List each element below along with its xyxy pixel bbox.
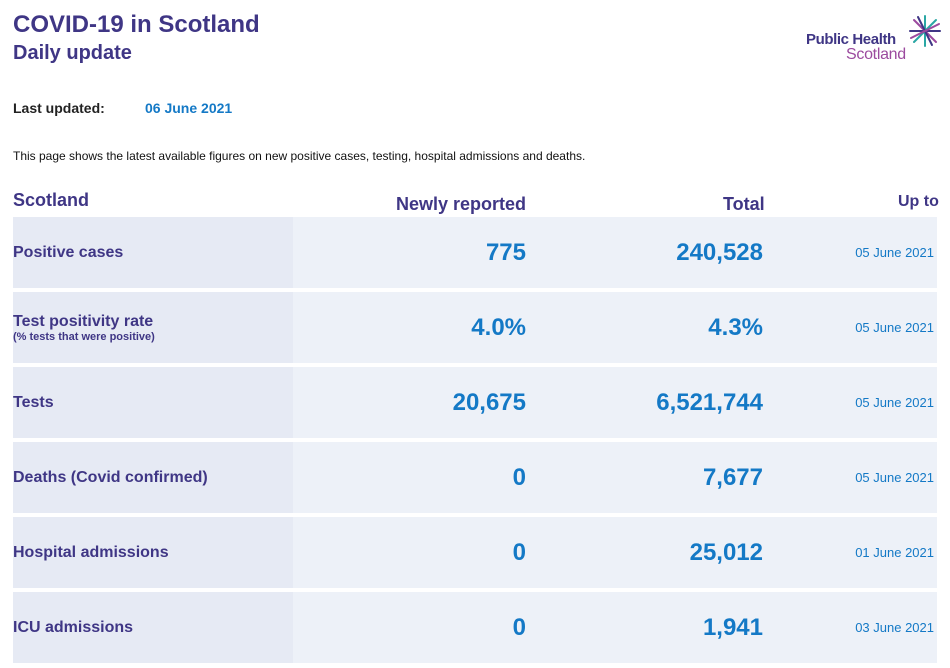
row-up-to-date: 01 June 2021 <box>855 545 934 560</box>
row-total-value: 7,677 <box>702 464 763 491</box>
row-up-to-date: 03 June 2021 <box>855 620 934 635</box>
row-label-cell <box>13 442 293 513</box>
page-title: COVID-19 in Scotland <box>13 11 260 38</box>
row-label-cell <box>13 292 293 363</box>
row-label: Tests <box>13 394 54 411</box>
table-row-tests: Tests 20,675 6,521,744 05 June 2021 <box>13 367 937 438</box>
row-label: Positive cases <box>13 244 124 261</box>
table-row-hospital-admissions: Hospital admissions 0 25,012 01 June 202… <box>13 517 937 588</box>
row-total-value: 1,941 <box>702 614 763 641</box>
row-newly-reported-value: 775 <box>485 239 526 266</box>
logo-text-line2: Scotland <box>846 46 906 63</box>
row-label-cell <box>13 592 293 663</box>
row-total-value: 240,528 <box>676 239 763 266</box>
column-header-newly-reported: Newly reported <box>396 194 527 214</box>
row-total-value: 25,012 <box>689 539 763 566</box>
column-header-total: Total <box>723 194 765 214</box>
row-label-cell <box>13 517 293 588</box>
row-newly-reported-value: 20,675 <box>452 389 526 416</box>
intro-text: This page shows the latest available fig… <box>13 149 586 163</box>
row-label-cell <box>13 367 293 438</box>
row-up-to-date: 05 June 2021 <box>855 245 934 260</box>
row-newly-reported-value: 0 <box>512 464 526 491</box>
row-label: Deaths (Covid confirmed) <box>13 469 208 486</box>
column-header-region: Scotland <box>13 190 90 210</box>
row-newly-reported-value: 4.0% <box>471 314 526 341</box>
row-total-value: 4.3% <box>708 314 763 341</box>
row-sublabel: (% tests that were positive) <box>13 331 155 343</box>
row-newly-reported-value: 0 <box>512 614 526 641</box>
public-health-scotland-logo[interactable]: Public Health Scotland <box>806 14 942 66</box>
row-label: Test positivity rate <box>13 313 154 330</box>
row-up-to-date: 05 June 2021 <box>855 320 934 335</box>
page-subtitle: Daily update <box>13 42 132 64</box>
row-total-value: 6,521,744 <box>656 389 763 416</box>
row-up-to-date: 05 June 2021 <box>855 395 934 410</box>
last-updated-label: Last updated: <box>13 100 105 116</box>
table-row-positive-cases: Positive cases 775 240,528 05 June 2021 <box>13 217 937 288</box>
row-up-to-date: 05 June 2021 <box>855 470 934 485</box>
table-row-deaths: Deaths (Covid confirmed) 0 7,677 05 June… <box>13 442 937 513</box>
row-newly-reported-value: 0 <box>512 539 526 566</box>
table-row-icu-admissions: ICU admissions 0 1,941 03 June 2021 <box>13 592 937 663</box>
row-label: ICU admissions <box>13 619 134 636</box>
column-header-up-to: Up to <box>898 193 939 210</box>
logo-text-line1: Public Health <box>806 31 896 48</box>
row-label: Hospital admissions <box>13 544 169 561</box>
table-row-test-positivity-rate: Test positivity rate (% tests that were … <box>13 292 937 363</box>
row-label-cell <box>13 217 293 288</box>
star-burst-icon <box>909 15 941 47</box>
last-updated-date: 06 June 2021 <box>145 100 233 116</box>
